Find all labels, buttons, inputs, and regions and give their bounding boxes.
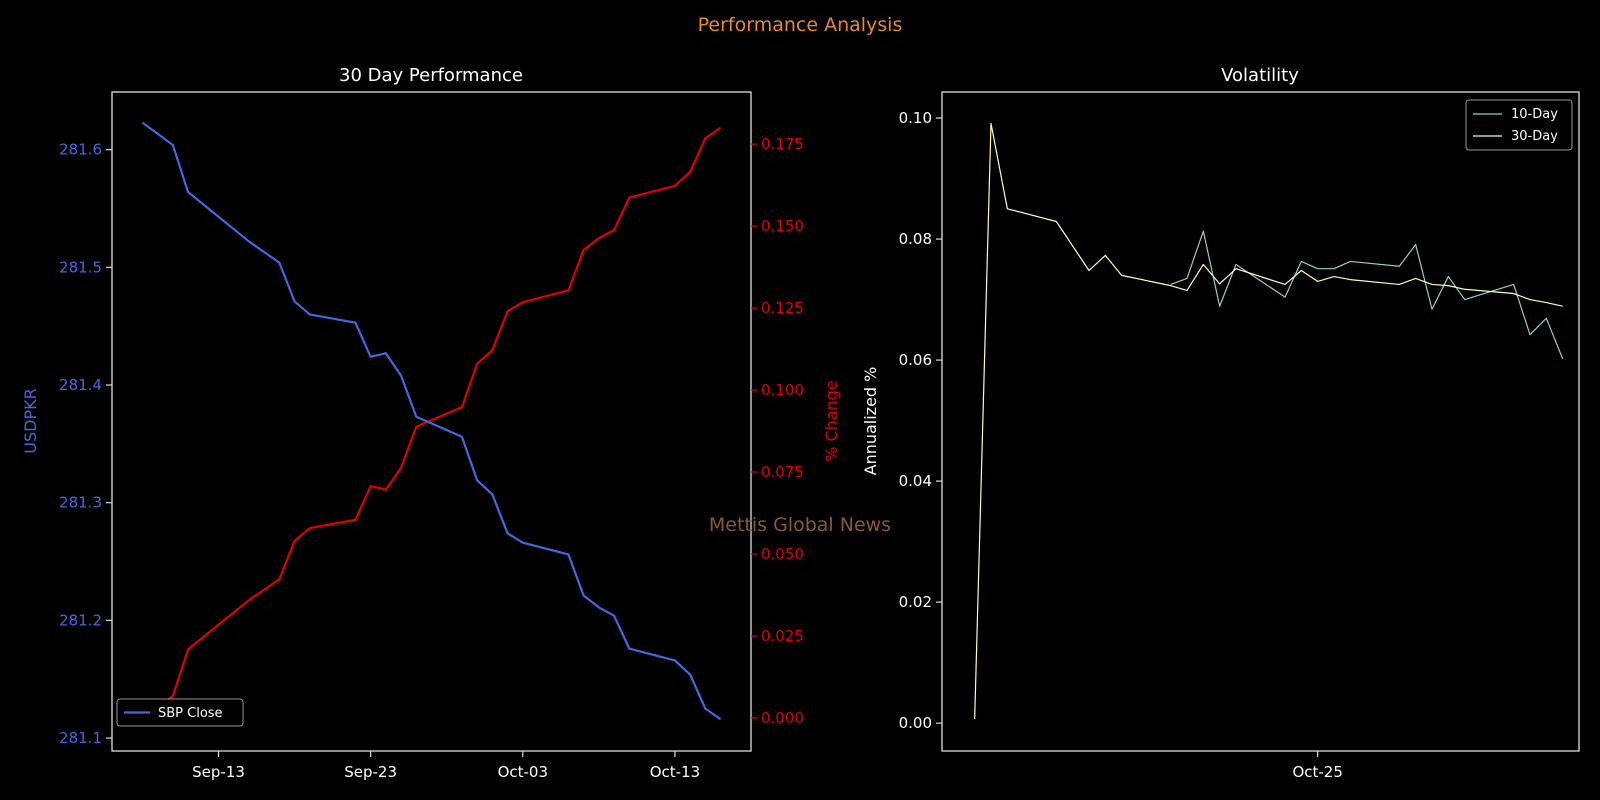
legend: 10-Day 30-Day [1465, 99, 1573, 151]
y-tick-label: 281.5 [59, 258, 102, 276]
y-right-tick-label: 0.075 [761, 463, 804, 481]
axes-frame [111, 91, 752, 752]
volatility-chart: Volatility Annualized % Oct-25 0.00 0.02 0.… [861, 65, 1580, 781]
performance-chart-title: 30 Day Performance [339, 65, 523, 86]
y-tick-label: 281.6 [59, 141, 102, 159]
x-tick-label: Sep-23 [344, 763, 397, 781]
y-axis-label-pct-change: % Change [822, 380, 841, 462]
vol-30day-line [974, 122, 1563, 719]
figure-title: Performance Analysis [698, 14, 903, 36]
legend-frame [1465, 99, 1573, 151]
y-tick-label: 281.1 [59, 729, 102, 747]
y-axis-label-annualized: Annualized % [861, 367, 880, 476]
y-right-tick-label: 0.175 [761, 135, 804, 153]
x-tick-label: Sep-13 [192, 763, 245, 781]
x-tick-label: Oct-25 [1292, 763, 1342, 781]
volatility-chart-title: Volatility [1221, 65, 1299, 86]
y-axis-label-usdpkr: USDPKR [21, 388, 40, 453]
y-right-tick-label: 0.125 [761, 299, 804, 317]
x-tick-label: Oct-13 [650, 763, 700, 781]
y-right-tick-label: 0.150 [761, 217, 804, 235]
legend-label: 10-Day [1511, 107, 1558, 122]
y-tick-label: 281.3 [59, 494, 102, 512]
y-tick-label: 281.4 [59, 376, 102, 394]
legend-label: SBP Close [158, 706, 223, 721]
performance-chart: 30 Day Performance USDPKR % Change Sep-1… [21, 65, 841, 781]
y-tick-label: 0.02 [899, 593, 932, 611]
y-tick-label: 281.2 [59, 611, 102, 629]
pct-change-line [141, 126, 722, 719]
y-right-tick-label: 0.000 [761, 709, 804, 727]
legend: SBP Close [116, 698, 244, 727]
axes-frame [941, 91, 1580, 752]
y-tick-label: 0.00 [899, 714, 932, 732]
y-right-tick-label: 0.025 [761, 627, 804, 645]
legend-frame [116, 698, 244, 727]
legend-label: 30-Day [1511, 129, 1558, 144]
y-tick-label: 0.10 [899, 109, 932, 127]
y-right-tick-label: 0.050 [761, 545, 804, 563]
y-tick-label: 0.06 [899, 351, 932, 369]
sbp-close-line [141, 121, 722, 721]
y-tick-label: 0.08 [899, 230, 932, 248]
y-right-tick-label: 0.100 [761, 381, 804, 399]
watermark: Mettis Global News [709, 514, 891, 536]
y-tick-label: 0.04 [899, 472, 932, 490]
x-tick-label: Oct-03 [498, 763, 548, 781]
